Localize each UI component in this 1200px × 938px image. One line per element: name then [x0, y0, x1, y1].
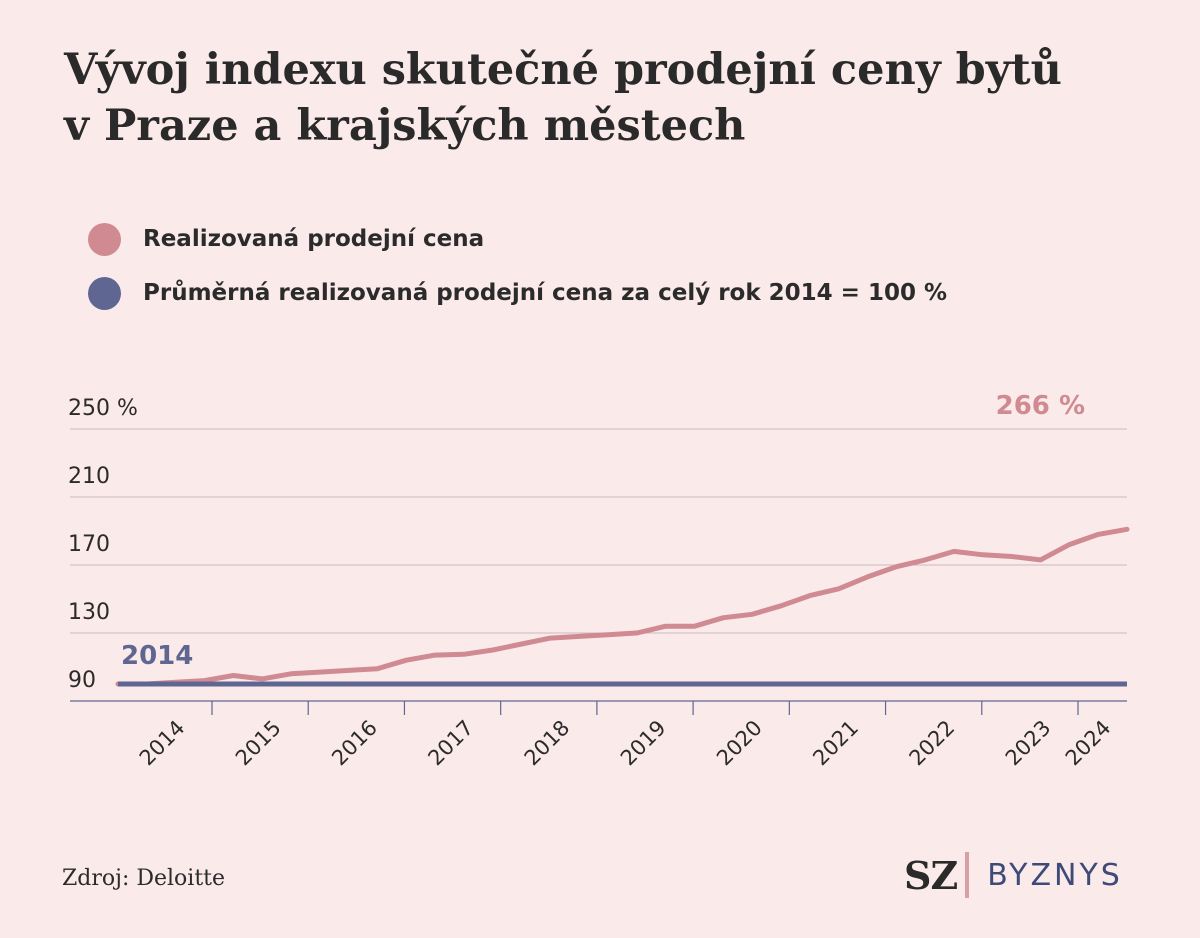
logo-byznys-text: BYZNYS — [987, 857, 1123, 893]
y-tick-label: 130 — [68, 600, 110, 625]
chart-title-line-1: Vývoj indexu skutečné prodejní ceny bytů — [64, 45, 1062, 95]
x-tick-label: 2017 — [423, 716, 478, 771]
y-tick-label: 250 % — [68, 396, 138, 421]
annotation-baseline-year: 2014 — [121, 641, 193, 671]
chart-title: Vývoj indexu skutečné prodejní ceny bytů… — [64, 42, 1144, 154]
chart-title-line-2: v Praze a krajských městech — [64, 101, 746, 151]
legend-label-realized-price: Realizovaná prodejní cena — [143, 226, 485, 252]
annotation-end-value: 266 % — [996, 391, 1085, 421]
x-tick-label: 2015 — [231, 716, 286, 771]
logo-divider — [965, 852, 970, 898]
x-tick-label: 2016 — [327, 716, 382, 771]
x-tick-label: 2024 — [1061, 716, 1116, 771]
x-tick-label: 2023 — [1001, 716, 1056, 771]
legend-swatch-baseline-2014 — [88, 276, 121, 310]
x-tick-label: 2022 — [905, 716, 960, 771]
series-line-realized-price — [115, 526, 1130, 687]
legend-item-realized-price: Realizovaná prodejní cena — [88, 212, 947, 266]
legend-item-baseline-2014: Průměrná realizovaná prodejní cena za ce… — [88, 266, 947, 320]
chart-legend: Realizovaná prodejní cena Průměrná reali… — [88, 212, 947, 320]
x-tick-label: 2021 — [808, 716, 863, 771]
logo-sz-text: SZ — [904, 852, 958, 898]
legend-label-baseline-2014: Průměrná realizovaná prodejní cena za ce… — [143, 280, 948, 306]
legend-swatch-realized-price — [88, 222, 121, 256]
y-tick-label: 90 — [68, 668, 96, 693]
source-note: Zdroj: Deloitte — [62, 866, 226, 891]
x-tick-label: 2014 — [135, 716, 190, 771]
sz-byznys-logo: SZ BYZNYS — [904, 852, 1123, 898]
y-tick-label: 170 — [68, 532, 110, 557]
y-tick-label: 210 — [68, 464, 110, 489]
x-tick-label: 2020 — [712, 716, 767, 771]
x-tick-label: 2018 — [520, 716, 575, 771]
x-tick-label: 2019 — [616, 716, 671, 771]
